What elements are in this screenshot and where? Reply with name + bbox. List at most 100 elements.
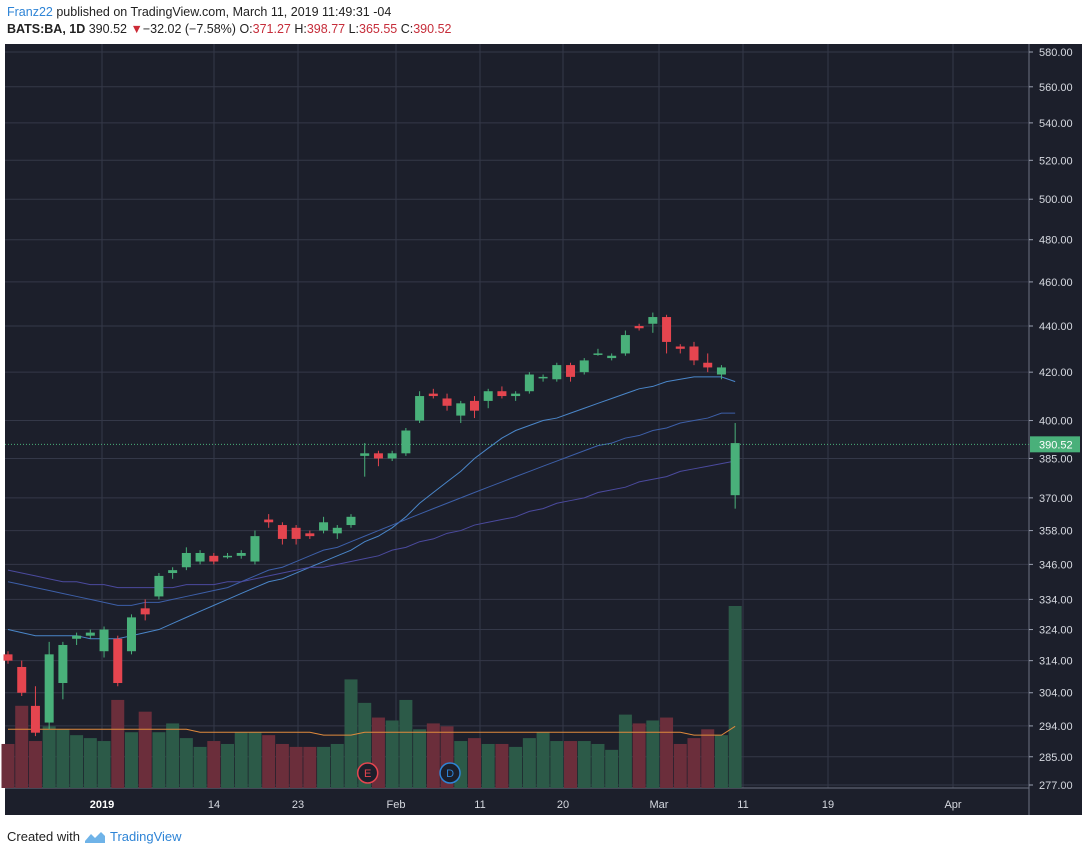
volume-bar: [536, 732, 550, 788]
volume-bar: [701, 729, 715, 788]
y-tick-label: 358.00: [1039, 526, 1073, 538]
volume-bar: [646, 720, 660, 788]
volume-bar: [495, 743, 509, 788]
tradingview-logo-icon: [84, 831, 105, 843]
y-tick-label: 277.00: [1039, 780, 1073, 792]
candle-body: [579, 360, 589, 373]
candle-body: [99, 629, 109, 652]
volume-bar: [591, 743, 605, 788]
y-tick-label: 480.00: [1039, 235, 1073, 247]
volume-bar: [152, 732, 166, 788]
high-value: 398.77: [306, 22, 346, 36]
volume-bar: [660, 717, 674, 788]
volume-ma-line: [8, 725, 736, 736]
candle-body: [524, 374, 534, 392]
event-marker-label: E: [364, 768, 371, 780]
y-tick-label: 500.00: [1039, 194, 1073, 206]
volume-bar: [97, 741, 111, 788]
y-tick-label: 440.00: [1039, 321, 1073, 333]
volume-bar: [166, 723, 180, 788]
change-value: −32.02 (−7.58%): [142, 22, 236, 36]
candle-body: [483, 391, 493, 401]
last-price-tag: [1030, 436, 1080, 453]
candle-body: [17, 666, 27, 693]
author-link[interactable]: Franz22: [7, 5, 53, 19]
y-tick-label: 370.00: [1039, 493, 1073, 505]
volume-bar: [248, 732, 262, 788]
candle-body: [373, 453, 383, 459]
candle-body: [648, 317, 658, 324]
candle-body: [236, 552, 246, 556]
volume-bar: [70, 735, 84, 788]
close-label: C:: [400, 22, 414, 36]
volume-bar: [111, 699, 125, 788]
earnings-marker: [356, 762, 379, 784]
candle-body: [456, 403, 466, 416]
volume-bar: [399, 699, 413, 788]
candle-body: [552, 365, 562, 380]
candle-body: [675, 346, 685, 349]
candle-body: [511, 393, 521, 397]
open-label: O:: [239, 22, 253, 36]
time-axis[interactable]: 2019 14 23 Feb 11 20 Mar 11 19 Apr: [90, 799, 962, 811]
y-tick-label: 304.00: [1039, 688, 1073, 700]
y-tick-label: 385.00: [1039, 453, 1073, 465]
x-tick-label: Feb: [387, 799, 406, 811]
y-tick-label: 334.00: [1039, 594, 1073, 606]
x-tick-label: 14: [208, 799, 220, 811]
volume-bar: [124, 732, 138, 788]
y-tick-label: 324.00: [1039, 625, 1073, 637]
candle-body: [209, 555, 219, 562]
candle-body: [181, 552, 191, 568]
candle-body: [3, 654, 13, 661]
volume-bar: [28, 741, 42, 788]
change-arrow-icon: ▼: [130, 22, 143, 36]
tradingview-brand[interactable]: TradingView: [109, 829, 182, 844]
volume-bar: [522, 738, 536, 788]
candle-body: [250, 536, 260, 562]
candle-body: [58, 644, 68, 684]
price-axis[interactable]: 580.00 560.00 540.00 520.00 500.00 480.00 460.…: [1029, 47, 1080, 792]
candle-body: [469, 400, 479, 411]
candle-body: [72, 635, 82, 639]
volume-bar: [426, 723, 440, 788]
volume-bar: [728, 606, 742, 788]
volume-bar: [207, 741, 221, 788]
candle-body: [730, 443, 740, 496]
candle-body: [319, 522, 329, 531]
y-tick-label: 314.00: [1039, 656, 1073, 668]
y-tick-label: 400.00: [1039, 416, 1073, 428]
y-tick-label: 540.00: [1039, 118, 1073, 130]
low-value: 365.55: [359, 22, 398, 36]
candle-body: [387, 453, 397, 459]
footer: Created with TradingView: [7, 829, 182, 844]
volume-bar: [42, 726, 56, 788]
candle-body: [30, 705, 40, 733]
volume-bar: [577, 741, 591, 788]
volume-bar: [303, 746, 317, 788]
x-tick-label: Apr: [944, 799, 961, 811]
volume-bar: [413, 729, 427, 788]
ohlc-legend: BATS:BA, 1D 390.52 ▼−32.02 (−7.58%) O:37…: [7, 22, 451, 36]
x-tick-label: 2019: [90, 799, 114, 811]
candle-body: [332, 527, 342, 534]
volume-bar: [632, 723, 646, 788]
volume-bar: [509, 746, 523, 788]
volume-bar: [605, 749, 619, 788]
candle-body: [346, 516, 356, 526]
volume-bar: [687, 738, 701, 788]
volume-bar: [467, 738, 481, 788]
high-label: H:: [294, 22, 307, 36]
dividend-marker: [439, 762, 461, 784]
x-tick-label: Mar: [650, 799, 669, 811]
moving-average-line: [7, 412, 736, 606]
y-tick-label: 294.00: [1039, 721, 1073, 733]
candle-body: [538, 376, 548, 379]
created-with-text: Created with: [7, 829, 80, 844]
y-tick-label: 346.00: [1039, 559, 1073, 571]
candle-body: [126, 617, 136, 652]
candle-body: [168, 570, 178, 574]
volume-bar: [330, 743, 344, 788]
